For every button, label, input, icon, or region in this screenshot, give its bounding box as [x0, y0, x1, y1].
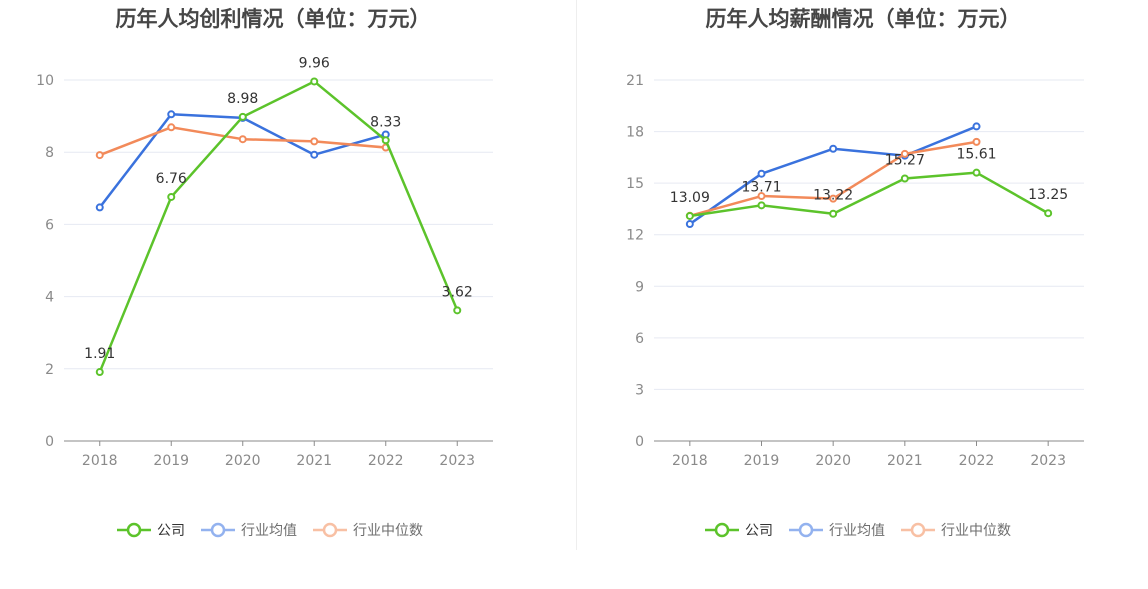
- industry-avg-point: [685, 220, 694, 229]
- legend-item: 公司: [117, 522, 185, 539]
- industry-median-point: [238, 135, 247, 144]
- company-line: [689, 171, 1049, 218]
- x-tick-label: 2020: [815, 453, 851, 469]
- company-point: [685, 211, 694, 220]
- industry-avg-line: [98, 113, 387, 209]
- industry-avg-point: [972, 122, 981, 131]
- industry-median-point: [900, 149, 909, 158]
- legend-label: 行业中位数: [941, 523, 1011, 539]
- y-tick-label: 8: [45, 145, 54, 161]
- legend-marker: [126, 522, 142, 538]
- industry-median-point: [829, 194, 838, 203]
- panel-divider: [576, 0, 577, 550]
- y-tick-label: 9: [635, 279, 644, 295]
- y-tick-label: 2: [45, 362, 54, 378]
- data-label: 6.76: [156, 171, 187, 187]
- industry-median-point: [167, 123, 176, 132]
- chart-title: 历年人均薪酬情况（单位：万元）: [706, 7, 1021, 31]
- y-tick-label: 18: [626, 125, 644, 141]
- x-tick-label: 2021: [296, 453, 332, 469]
- y-tick-label: 0: [45, 434, 54, 450]
- company-point: [167, 192, 176, 201]
- salary-per-capita-chart: 历年人均薪酬情况（单位：万元） 0 3 6 9 12 15 18 21 2018 2019 2020 2…: [626, 7, 1084, 539]
- company-point: [95, 368, 104, 377]
- legend-label: 公司: [745, 523, 773, 539]
- data-label: 13.09: [670, 190, 710, 206]
- company-point: [1044, 209, 1053, 218]
- legend-marker: [798, 522, 814, 538]
- legend-item: 公司: [705, 522, 773, 539]
- data-label: 13.25: [1028, 187, 1068, 203]
- industry-avg-point: [757, 169, 766, 178]
- legend-marker: [714, 522, 730, 538]
- legend-item: 行业中位数: [313, 522, 423, 539]
- legend-marker: [322, 522, 338, 538]
- data-label: 13.71: [741, 179, 781, 195]
- y-tick-label: 21: [626, 73, 644, 89]
- industry-avg-point: [310, 150, 319, 159]
- data-label: 1.91: [84, 346, 115, 362]
- legend-label: 公司: [157, 523, 185, 539]
- y-tick-label: 10: [36, 73, 54, 89]
- y-tick-label: 4: [45, 290, 54, 306]
- industry-median-point: [310, 137, 319, 146]
- company-point: [381, 136, 390, 145]
- chart-panel-salary: 历年人均薪酬情况（单位：万元） 0 3 6 9 12 15 18 21 2018 2019 2020 2…: [590, 0, 1148, 589]
- company-point: [453, 306, 462, 315]
- data-label: 15.27: [885, 153, 925, 169]
- y-tick-label: 6: [45, 217, 54, 233]
- x-tick-label: 2022: [959, 453, 995, 469]
- data-label: 3.62: [442, 284, 473, 300]
- x-tick-label: 2019: [744, 453, 780, 469]
- x-tick-label: 2023: [439, 453, 475, 469]
- x-tick-label: 2021: [887, 453, 923, 469]
- legend-item: 行业均值: [201, 522, 297, 539]
- y-tick-label: 0: [635, 434, 644, 450]
- industry-median-point: [95, 151, 104, 160]
- company-point: [972, 168, 981, 177]
- legend-label: 行业中位数: [353, 523, 423, 539]
- data-label: 9.96: [299, 55, 330, 71]
- x-tick-label: 2018: [672, 453, 708, 469]
- industry-median-point: [757, 192, 766, 201]
- legend-item: 行业中位数: [901, 522, 1011, 539]
- industry-avg-point: [829, 144, 838, 153]
- x-tick-label: 2022: [368, 453, 404, 469]
- x-tick-label: 2023: [1030, 453, 1066, 469]
- company-point: [829, 209, 838, 218]
- y-tick-label: 15: [626, 176, 644, 192]
- industry-median-point: [972, 137, 981, 146]
- company-point: [757, 201, 766, 210]
- chart-title: 历年人均创利情况（单位：万元）: [116, 7, 431, 31]
- chart-panel-profit: 历年人均创利情况（单位：万元） 0 2 4 6 8 10 2018 2019 2020 2021 20…: [36, 7, 493, 539]
- y-tick-label: 12: [626, 228, 644, 244]
- data-label: 8.33: [370, 114, 401, 130]
- x-tick-label: 2020: [225, 453, 261, 469]
- legend-marker: [910, 522, 926, 538]
- industry-median-line: [689, 140, 977, 218]
- legend-label: 行业均值: [829, 523, 885, 539]
- legend-label: 行业均值: [241, 523, 297, 539]
- company-point: [310, 77, 319, 86]
- data-label: 13.22: [813, 188, 853, 204]
- industry-avg-point: [167, 110, 176, 119]
- company-point: [238, 112, 247, 121]
- y-tick-label: 3: [635, 382, 644, 398]
- company-line: [98, 80, 459, 373]
- y-tick-label: 6: [635, 331, 644, 347]
- data-label: 8.98: [227, 91, 258, 107]
- profit-per-capita-chart: 历年人均创利情况（单位：万元） 0 2 4 6 8 10 2018 2019 2020 2021 20…: [36, 7, 493, 539]
- x-tick-label: 2018: [82, 453, 118, 469]
- legend-marker: [210, 522, 226, 538]
- x-tick-label: 2019: [153, 453, 189, 469]
- company-point: [900, 174, 909, 183]
- industry-avg-point: [95, 203, 104, 212]
- legend-item: 行业均值: [789, 522, 885, 539]
- data-label: 15.61: [956, 147, 996, 163]
